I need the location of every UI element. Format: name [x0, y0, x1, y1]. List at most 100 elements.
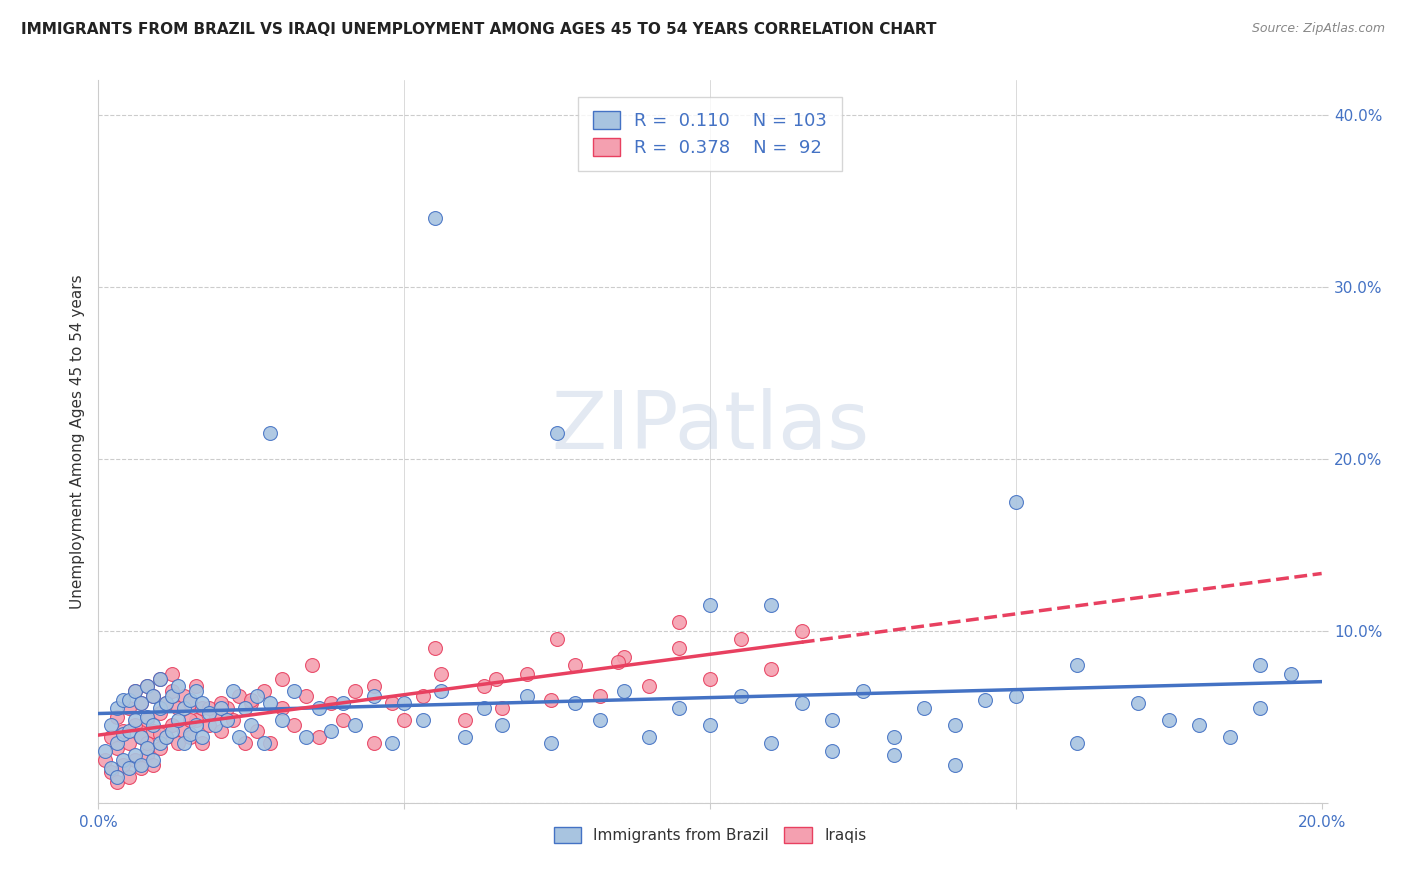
Point: [564, 696, 586, 710]
Point: [129, 696, 152, 710]
Point: [142, 753, 165, 767]
Point: [186, 684, 208, 698]
Point: [668, 615, 690, 630]
Point: [759, 598, 782, 612]
Point: [454, 713, 477, 727]
Point: [155, 731, 177, 745]
Point: [142, 689, 165, 703]
Point: [173, 735, 195, 749]
Point: [730, 689, 752, 703]
Point: [301, 658, 323, 673]
Point: [222, 684, 245, 698]
Point: [204, 718, 226, 732]
Point: [974, 692, 997, 706]
Point: [129, 696, 152, 710]
Point: [412, 689, 434, 703]
Point: [730, 632, 752, 647]
Point: [197, 701, 219, 715]
Point: [149, 735, 172, 749]
Point: [491, 701, 513, 715]
Point: [129, 761, 152, 775]
Point: [883, 731, 905, 745]
Point: [93, 753, 115, 767]
Text: ZIPatlas: ZIPatlas: [551, 388, 869, 467]
Point: [222, 713, 245, 727]
Point: [332, 713, 354, 727]
Point: [136, 735, 159, 749]
Point: [129, 731, 152, 745]
Point: [118, 701, 141, 715]
Point: [607, 655, 630, 669]
Point: [186, 718, 208, 732]
Point: [252, 684, 274, 698]
Point: [124, 753, 146, 767]
Point: [111, 727, 134, 741]
Point: [186, 679, 208, 693]
Point: [179, 692, 201, 706]
Point: [167, 713, 190, 727]
Point: [270, 701, 292, 715]
Point: [233, 735, 256, 749]
Point: [215, 701, 238, 715]
Point: [344, 684, 367, 698]
Point: [129, 758, 152, 772]
Point: [319, 723, 342, 738]
Point: [136, 710, 159, 724]
Point: [124, 684, 146, 698]
Point: [332, 696, 354, 710]
Point: [142, 723, 165, 738]
Point: [943, 758, 966, 772]
Point: [124, 684, 146, 698]
Point: [1066, 735, 1088, 749]
Point: [283, 718, 305, 732]
Point: [668, 701, 690, 715]
Point: [246, 689, 269, 703]
Point: [637, 731, 661, 745]
Point: [155, 731, 177, 745]
Point: [430, 666, 453, 681]
Point: [472, 701, 495, 715]
Point: [179, 696, 201, 710]
Point: [295, 731, 318, 745]
Point: [124, 747, 146, 762]
Point: [149, 701, 172, 715]
Point: [637, 679, 661, 693]
Point: [136, 679, 159, 693]
Point: [363, 735, 385, 749]
Point: [105, 770, 128, 784]
Point: [179, 731, 201, 745]
Point: [149, 672, 172, 686]
Point: [668, 640, 690, 655]
Point: [155, 696, 177, 710]
Point: [1249, 701, 1271, 715]
Point: [270, 713, 292, 727]
Point: [423, 640, 446, 655]
Point: [160, 723, 183, 738]
Point: [191, 701, 214, 715]
Point: [699, 672, 721, 686]
Point: [790, 696, 813, 710]
Point: [160, 689, 183, 703]
Point: [209, 723, 232, 738]
Point: [173, 723, 195, 738]
Point: [392, 696, 416, 710]
Point: [118, 692, 141, 706]
Point: [283, 684, 305, 698]
Point: [1004, 689, 1026, 703]
Point: [423, 211, 446, 225]
Point: [852, 684, 875, 698]
Point: [759, 662, 782, 676]
Point: [191, 731, 214, 745]
Point: [167, 701, 190, 715]
Point: [124, 713, 146, 727]
Text: Source: ZipAtlas.com: Source: ZipAtlas.com: [1251, 22, 1385, 36]
Point: [613, 649, 636, 664]
Text: IMMIGRANTS FROM BRAZIL VS IRAQI UNEMPLOYMENT AMONG AGES 45 TO 54 YEARS CORRELATI: IMMIGRANTS FROM BRAZIL VS IRAQI UNEMPLOY…: [21, 22, 936, 37]
Point: [149, 727, 172, 741]
Point: [430, 684, 453, 698]
Point: [589, 713, 612, 727]
Point: [240, 718, 263, 732]
Point: [105, 740, 128, 755]
Point: [209, 701, 232, 715]
Point: [167, 735, 190, 749]
